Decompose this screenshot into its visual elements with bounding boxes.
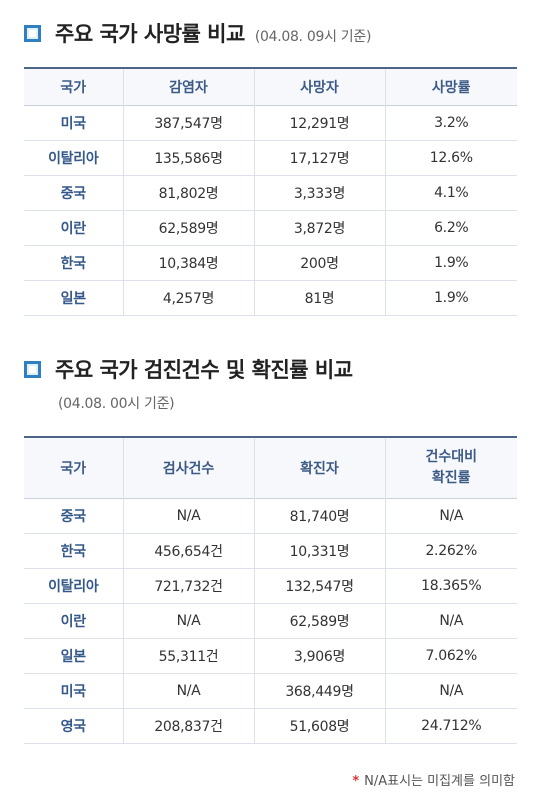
positivity-rate-cell: 18.365% <box>384 568 517 604</box>
table-row: 이란 N/A 62,589명 N/A <box>24 603 517 639</box>
tests-cell: N/A <box>122 498 254 534</box>
tests-cell: N/A <box>122 603 254 639</box>
infected-cell: 10,384명 <box>122 245 254 281</box>
footnote: * N/A표시는 미집계를 의미함 <box>352 770 515 789</box>
confirmed-cell: 368,449명 <box>253 673 385 709</box>
deaths-cell: 81명 <box>253 280 385 316</box>
deaths-cell: 17,127명 <box>253 140 385 176</box>
table-row: 일본 4,257명 81명 1.9% <box>24 280 517 316</box>
test-positivity-table: 국가 검사건수 확진자 건수대비 확진률 중국 N/A 81,740명 N/A … <box>24 436 517 744</box>
country-cell: 영국 <box>24 708 123 744</box>
section2-heading: 주요 국가 검진건수 및 확진률 비교 <box>24 354 353 384</box>
infected-cell: 4,257명 <box>122 280 254 316</box>
country-cell: 중국 <box>24 175 123 211</box>
death-rate-cell: 4.1% <box>384 175 517 211</box>
positivity-rate-cell: N/A <box>384 498 517 534</box>
deaths-cell: 3,872명 <box>253 210 385 246</box>
country-cell: 이란 <box>24 603 123 639</box>
positivity-rate-cell: 2.262% <box>384 533 517 569</box>
table-row: 일본 55,311건 3,906명 7.062% <box>24 638 517 674</box>
death-rate-cell: 12.6% <box>384 140 517 176</box>
death-rate-cell: 3.2% <box>384 105 517 141</box>
column-header-positivity-rate: 건수대비 확진률 <box>384 437 517 498</box>
table-row: 이탈리아 135,586명 17,127명 12.6% <box>24 140 517 176</box>
confirmed-cell: 81,740명 <box>253 498 385 534</box>
country-cell: 한국 <box>24 533 123 569</box>
confirmed-cell: 51,608명 <box>253 708 385 744</box>
table-row: 미국 387,547명 12,291명 3.2% <box>24 105 517 141</box>
section1-title: 주요 국가 사망률 비교 <box>55 22 245 46</box>
deaths-cell: 12,291명 <box>253 105 385 141</box>
country-cell: 미국 <box>24 673 123 709</box>
table-row: 이란 62,589명 3,872명 6.2% <box>24 210 517 246</box>
tests-cell: 721,732건 <box>122 568 254 604</box>
table-header-row: 국가 검사건수 확진자 건수대비 확진률 <box>24 437 517 498</box>
column-header-tests: 검사건수 <box>122 437 254 498</box>
deaths-cell: 200명 <box>253 245 385 281</box>
section1-heading: 주요 국가 사망률 비교 (04.08. 09시 기준) <box>24 18 371 48</box>
column-header-confirmed: 확진자 <box>253 437 385 498</box>
column-header-positivity-line1: 건수대비 <box>425 448 478 465</box>
table-row: 이탈리아 721,732건 132,547명 18.365% <box>24 568 517 604</box>
confirmed-cell: 3,906명 <box>253 638 385 674</box>
column-header-death-rate: 사망률 <box>384 68 517 105</box>
death-rate-cell: 1.9% <box>384 280 517 316</box>
column-header-country: 국가 <box>60 79 87 96</box>
footnote-text: N/A표시는 미집계를 의미함 <box>364 774 515 789</box>
confirmed-cell: 132,547명 <box>253 568 385 604</box>
tests-cell: N/A <box>122 673 254 709</box>
table-row: 미국 N/A 368,449명 N/A <box>24 673 517 709</box>
table-row: 영국 208,837건 51,608명 24.712% <box>24 708 517 744</box>
positivity-rate-cell: N/A <box>384 673 517 709</box>
tests-cell: 55,311건 <box>122 638 254 674</box>
tests-cell: 208,837건 <box>122 708 254 744</box>
section1-date: (04.08. 09시 기준) <box>254 29 372 45</box>
positivity-rate-cell: 7.062% <box>384 638 517 674</box>
country-cell: 일본 <box>24 280 123 316</box>
country-cell: 미국 <box>24 105 123 141</box>
country-cell: 이탈리아 <box>24 568 123 604</box>
death-rate-cell: 1.9% <box>384 245 517 281</box>
country-cell: 한국 <box>24 245 123 281</box>
square-bullet-icon <box>24 361 41 378</box>
column-header-country: 국가 <box>60 460 87 477</box>
deaths-cell: 3,333명 <box>253 175 385 211</box>
asterisk-icon: * <box>352 774 360 789</box>
column-header-positivity-line2: 확진률 <box>431 469 471 486</box>
section2-title: 주요 국가 검진건수 및 확진률 비교 <box>55 358 353 382</box>
infected-cell: 387,547명 <box>122 105 254 141</box>
country-cell: 이란 <box>24 210 123 246</box>
death-rate-table: 국가 감염자 사망자 사망률 미국 387,547명 12,291명 3.2% … <box>24 67 517 316</box>
column-header-deaths: 사망자 <box>253 68 385 105</box>
square-bullet-icon <box>24 25 41 42</box>
confirmed-cell: 62,589명 <box>253 603 385 639</box>
column-header-infected: 감염자 <box>122 68 254 105</box>
country-cell: 이탈리아 <box>24 140 123 176</box>
positivity-rate-cell: 24.712% <box>384 708 517 744</box>
table-row: 중국 81,802명 3,333명 4.1% <box>24 175 517 211</box>
section2-date: (04.08. 00시 기준) <box>58 396 175 412</box>
confirmed-cell: 10,331명 <box>253 533 385 569</box>
positivity-rate-cell: N/A <box>384 603 517 639</box>
infected-cell: 135,586명 <box>122 140 254 176</box>
table-row: 한국 10,384명 200명 1.9% <box>24 245 517 281</box>
country-cell: 중국 <box>24 498 123 534</box>
tests-cell: 456,654건 <box>122 533 254 569</box>
country-cell: 일본 <box>24 638 123 674</box>
infected-cell: 62,589명 <box>122 210 254 246</box>
table-row: 중국 N/A 81,740명 N/A <box>24 498 517 534</box>
death-rate-cell: 6.2% <box>384 210 517 246</box>
table-header-row: 국가 감염자 사망자 사망률 <box>24 68 517 105</box>
infected-cell: 81,802명 <box>122 175 254 211</box>
table-row: 한국 456,654건 10,331명 2.262% <box>24 533 517 569</box>
